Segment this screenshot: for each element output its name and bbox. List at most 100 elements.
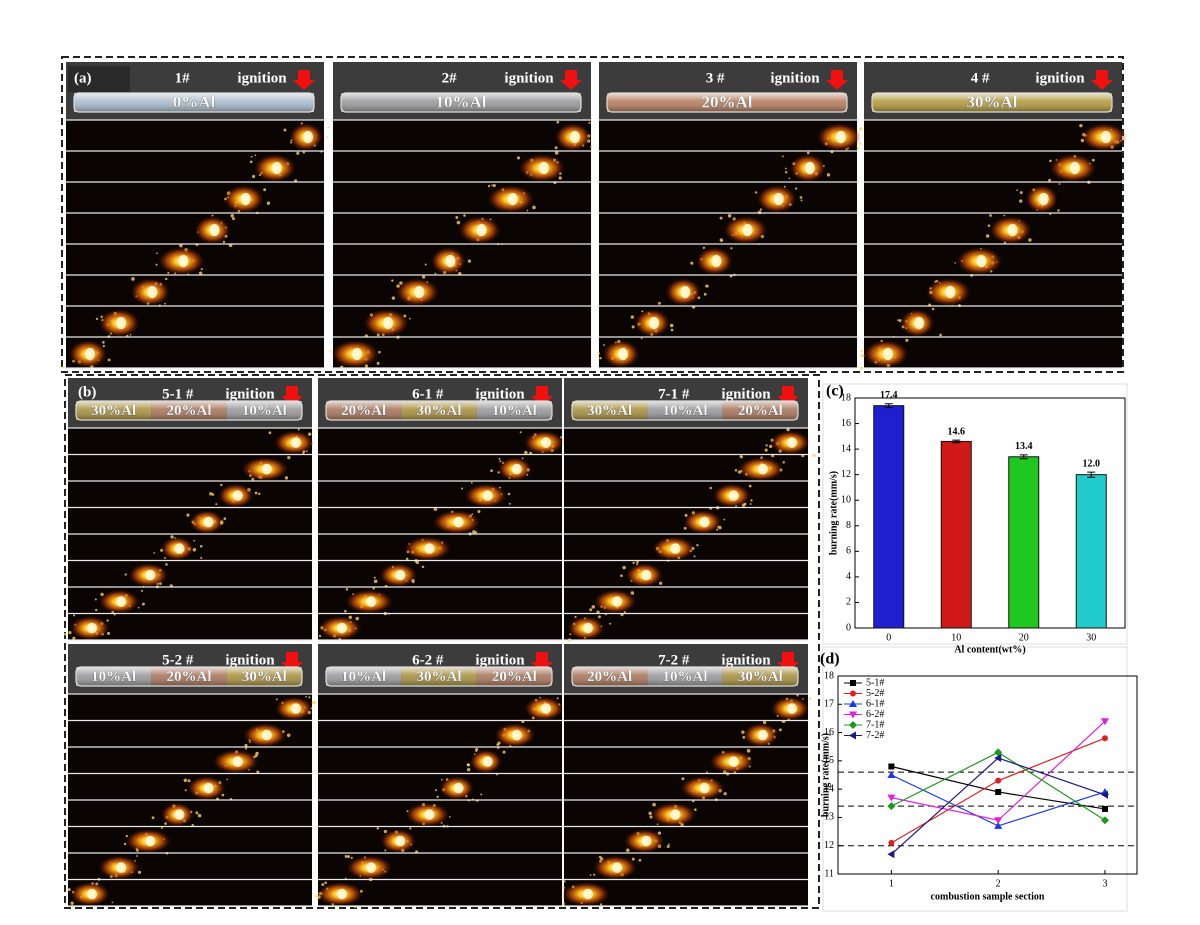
spark xyxy=(524,450,528,455)
spark xyxy=(215,503,218,506)
spark xyxy=(475,747,479,752)
spark xyxy=(211,214,214,217)
x-tick-label: 0 xyxy=(886,632,891,643)
spark xyxy=(141,602,145,606)
flame-core xyxy=(414,285,425,299)
marker xyxy=(1100,816,1109,825)
ignition-label: ignition xyxy=(225,386,275,402)
panel-label: (d) xyxy=(820,651,840,668)
spark xyxy=(195,811,199,815)
flame-core xyxy=(742,223,753,237)
flame-core xyxy=(209,223,220,237)
spark xyxy=(373,576,376,579)
spark xyxy=(931,307,935,311)
flame-core xyxy=(445,254,456,268)
panel-label: (c) xyxy=(826,383,844,400)
marker xyxy=(995,788,1002,795)
spark xyxy=(327,126,330,129)
marker xyxy=(887,771,896,778)
flame-core xyxy=(87,888,97,900)
flame-core xyxy=(240,192,251,206)
spark xyxy=(223,517,227,521)
spark xyxy=(466,763,471,767)
value-label: 13.4 xyxy=(1015,441,1033,452)
y-tick-label: 0 xyxy=(846,622,851,633)
spark xyxy=(591,605,596,609)
spark xyxy=(657,301,661,305)
spark xyxy=(266,201,271,205)
spark xyxy=(466,767,471,772)
spark xyxy=(778,728,782,732)
spark xyxy=(383,829,388,834)
spark xyxy=(812,453,816,458)
flame-core xyxy=(261,463,272,475)
spark xyxy=(554,151,559,155)
flame-core xyxy=(261,729,272,741)
spark xyxy=(609,622,612,625)
error-bar xyxy=(1019,454,1028,460)
spark xyxy=(73,614,76,617)
spark xyxy=(376,361,380,365)
spark xyxy=(95,317,99,321)
legend-label: 7-1# xyxy=(866,719,884,730)
spark xyxy=(668,843,670,846)
spark xyxy=(905,338,909,342)
ignition-label: ignition xyxy=(504,70,554,86)
spark xyxy=(230,214,234,218)
flame-core xyxy=(836,130,846,144)
panel-b-frame xyxy=(64,374,820,909)
spark xyxy=(1019,191,1023,195)
flame-core xyxy=(511,463,522,475)
spark xyxy=(226,778,229,781)
y-tick-label: 6 xyxy=(846,546,851,557)
spark xyxy=(502,750,506,754)
flame-core xyxy=(337,888,347,900)
x-tick-label: 2 xyxy=(996,878,1001,889)
flame-core xyxy=(147,285,158,299)
flame-core xyxy=(618,347,628,361)
spark xyxy=(254,491,258,495)
marker xyxy=(888,839,895,846)
sample-name: 5-2 # xyxy=(162,652,194,668)
spark xyxy=(193,539,195,542)
spark xyxy=(746,749,751,753)
sample-shine xyxy=(571,400,799,421)
flame-core xyxy=(511,729,522,741)
flame-core xyxy=(85,347,95,361)
spark xyxy=(384,849,387,852)
spark xyxy=(860,353,865,358)
spark xyxy=(487,184,491,188)
spark xyxy=(187,779,191,783)
spark xyxy=(302,151,306,154)
spark xyxy=(696,544,699,547)
spark xyxy=(72,636,76,640)
ignition-label: ignition xyxy=(237,70,287,86)
flame-core xyxy=(383,316,394,330)
spark xyxy=(183,778,188,783)
spark xyxy=(329,350,332,353)
spark xyxy=(764,448,768,452)
spark xyxy=(318,634,322,638)
spark xyxy=(532,205,536,210)
spark xyxy=(492,184,496,188)
spark xyxy=(561,902,565,906)
spark xyxy=(107,358,111,362)
spark xyxy=(250,155,253,158)
flame-core xyxy=(699,516,710,528)
spark xyxy=(463,214,466,217)
error-bar xyxy=(1087,471,1096,478)
spark xyxy=(516,156,521,160)
spark xyxy=(153,552,156,554)
spark xyxy=(723,518,726,521)
y-tick-label: 14 xyxy=(841,443,851,454)
flame-core xyxy=(1069,161,1080,175)
flame-core xyxy=(541,703,551,714)
spark xyxy=(186,513,190,517)
spark xyxy=(350,856,353,859)
sample-shine xyxy=(325,666,553,687)
flame-core xyxy=(1101,130,1111,144)
panel-label-box xyxy=(68,66,130,92)
legend-marker xyxy=(849,721,857,729)
flame-core xyxy=(291,437,301,448)
sample-name: 6-1 # xyxy=(412,386,444,402)
